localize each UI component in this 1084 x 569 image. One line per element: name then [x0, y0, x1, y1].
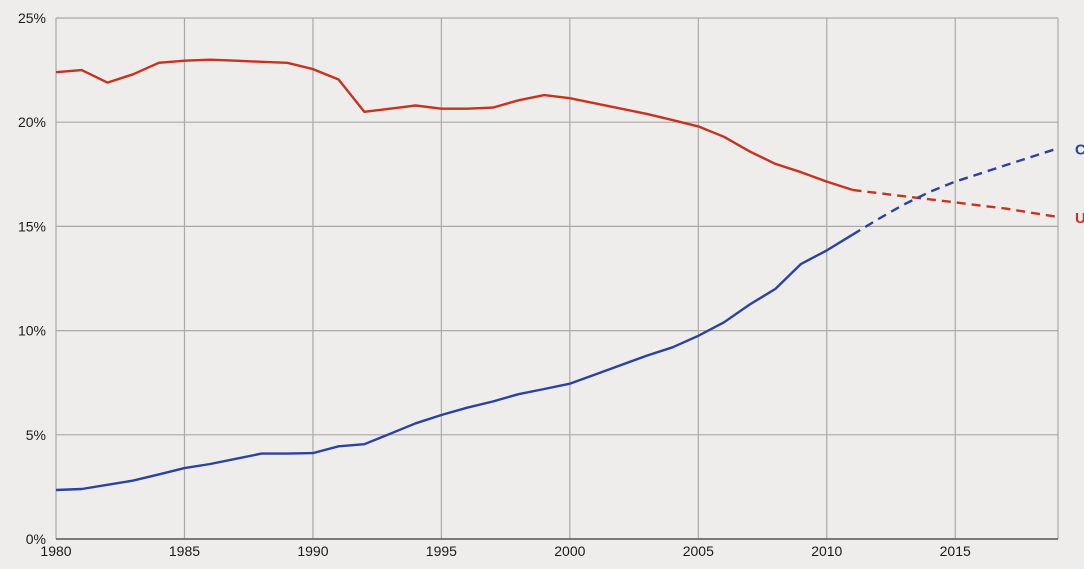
series-labels: UC — [1075, 141, 1084, 227]
y-tick-label: 10% — [18, 323, 46, 339]
y-tick-label: 25% — [18, 10, 46, 26]
y-tick-label: 5% — [26, 427, 46, 443]
x-axis-tick-labels: 1980 1985 1990 1995 2000 2005 2010 2015 — [40, 543, 971, 559]
x-tick-label: 1980 — [40, 543, 71, 559]
series-layer — [55, 58, 1059, 492]
x-tick-label: 1990 — [297, 543, 328, 559]
y-tick-label: 15% — [18, 218, 46, 234]
y-tick-label: 0% — [26, 531, 46, 547]
series-label-u: U — [1075, 210, 1084, 227]
series-label-c: C — [1075, 141, 1084, 158]
x-tick-label: 2005 — [683, 543, 714, 559]
x-tick-label: 2010 — [811, 543, 842, 559]
vertical-gridlines — [55, 18, 1059, 539]
plot-area — [56, 18, 1058, 539]
x-tick-label: 1995 — [426, 543, 457, 559]
series-line-c-projected — [851, 147, 1059, 236]
plot-background — [56, 18, 1058, 539]
series-line-u-projected — [852, 188, 1059, 219]
x-tick-label: 2000 — [554, 543, 585, 559]
series-line-u-actual — [55, 58, 853, 192]
horizontal-gridlines — [56, 17, 1058, 540]
series-line-c-actual — [55, 233, 854, 492]
y-axis-tick-labels: 0% 5% 10% 15% 20% 25% — [18, 10, 46, 547]
y-tick-label: 20% — [18, 114, 46, 130]
x-tick-label: 2015 — [940, 543, 971, 559]
x-tick-label: 1985 — [169, 543, 200, 559]
